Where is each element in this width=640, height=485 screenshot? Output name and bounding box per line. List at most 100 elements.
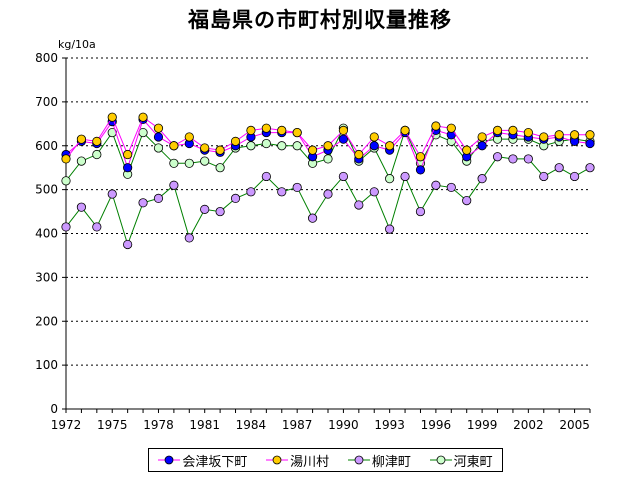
data-point <box>76 202 87 212</box>
x-tick-label: 1981 <box>189 418 220 432</box>
y-tick-label: 300 <box>35 270 58 284</box>
data-point <box>369 132 379 142</box>
data-point <box>554 130 564 140</box>
data-point <box>184 233 194 243</box>
data-point <box>169 158 179 168</box>
data-point <box>230 193 241 203</box>
y-tick-label: 800 <box>35 51 58 65</box>
data-point <box>585 130 595 140</box>
data-point <box>169 141 179 151</box>
data-point <box>261 171 271 182</box>
x-tick-label: 1999 <box>467 418 498 432</box>
data-point <box>261 123 271 133</box>
x-tick-label: 2005 <box>559 418 590 432</box>
data-point <box>492 125 503 135</box>
data-point <box>307 145 318 155</box>
data-point <box>277 125 287 135</box>
data-point <box>369 187 379 197</box>
data-point <box>323 154 333 164</box>
data-point <box>462 195 472 206</box>
data-point <box>76 134 87 144</box>
data-point <box>246 125 256 135</box>
data-point <box>462 145 472 155</box>
y-tick-label: 400 <box>35 227 58 241</box>
x-tick-label: 1987 <box>282 418 313 432</box>
data-point <box>569 130 580 140</box>
data-point <box>400 125 410 135</box>
y-axis-label: kg/10a <box>58 38 96 51</box>
legend-marker <box>429 455 452 465</box>
x-tick-label: 1972 <box>51 418 82 432</box>
data-point <box>508 154 518 164</box>
data-point <box>385 174 395 184</box>
data-point <box>415 165 426 175</box>
series-柳津町 <box>61 152 595 250</box>
data-point <box>354 149 364 160</box>
x-tick-label: 2002 <box>513 418 544 432</box>
legend: 会津坂下町 湯川村 柳津町 河東町 <box>148 448 503 472</box>
data-point <box>431 121 441 131</box>
data-point <box>61 176 71 186</box>
gridlines <box>66 57 590 366</box>
data-point <box>569 171 580 182</box>
data-point <box>400 171 410 182</box>
legend-item: 河東町 <box>429 451 493 470</box>
data-point <box>107 112 117 122</box>
data-point <box>292 141 302 151</box>
legend-marker <box>158 455 181 465</box>
data-point <box>539 171 549 182</box>
data-point <box>477 132 487 142</box>
data-point <box>153 143 164 153</box>
data-point <box>585 138 595 149</box>
data-point <box>539 132 549 142</box>
legend-marker <box>347 455 370 465</box>
data-point <box>107 189 117 199</box>
data-point <box>184 132 194 142</box>
data-point <box>261 138 271 149</box>
data-point <box>446 182 456 193</box>
series-湯川村 <box>61 112 595 164</box>
data-point <box>215 145 225 155</box>
data-point <box>277 187 287 197</box>
data-point <box>415 206 426 217</box>
data-point <box>153 123 164 133</box>
data-point <box>385 141 395 151</box>
data-point <box>215 163 225 173</box>
data-point <box>523 127 533 138</box>
data-point <box>246 187 256 197</box>
data-point <box>338 125 349 135</box>
data-point <box>446 123 456 133</box>
data-point <box>61 154 71 164</box>
data-point <box>92 136 102 146</box>
y-tick-label: 100 <box>35 358 58 372</box>
x-tick-label: 1990 <box>328 418 359 432</box>
legend-marker <box>266 455 289 465</box>
axes <box>62 57 591 413</box>
data-point <box>123 149 133 160</box>
legend-label: 河東町 <box>453 454 493 470</box>
legend-item: 湯川村 <box>266 451 329 470</box>
y-tick-label: 600 <box>35 139 58 153</box>
y-tick-label: 500 <box>35 183 58 197</box>
data-point <box>323 141 333 151</box>
data-point <box>585 163 595 173</box>
data-point <box>292 182 302 193</box>
data-point <box>107 127 117 138</box>
data-point <box>523 154 533 164</box>
data-point <box>76 156 87 166</box>
data-point <box>61 222 71 232</box>
data-point <box>369 141 379 151</box>
data-point <box>246 141 256 151</box>
data-point <box>508 125 518 135</box>
data-point <box>307 213 318 223</box>
legend-item: 会津坂下町 <box>158 451 247 470</box>
data-point <box>431 180 441 190</box>
data-point <box>200 156 210 166</box>
data-point <box>200 143 210 153</box>
data-point <box>138 112 148 122</box>
data-point <box>323 189 333 199</box>
x-tick-label: 1975 <box>97 418 128 432</box>
data-point <box>215 206 225 217</box>
legend-label: 会津坂下町 <box>182 454 248 470</box>
axis-labels: 0 100 200 300 400 500 600 700 800 1972 1975 1978 198… <box>35 38 590 432</box>
